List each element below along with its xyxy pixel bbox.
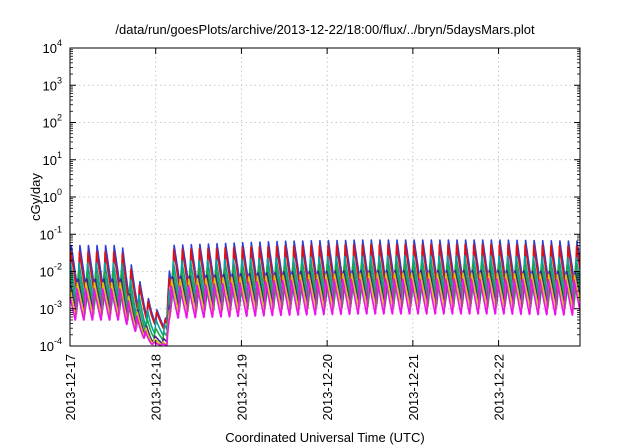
y-tick-label: 10-2 <box>40 262 62 280</box>
y-tick-labels: 10-4 10-3 10-2 10-1 100 101 102 103 104 <box>40 38 62 354</box>
y-tick-label: 103 <box>43 75 62 93</box>
x-tick-labels: 2013-12-17 2013-12-18 2013-12-19 2013-12-20… <box>63 354 507 421</box>
y-tick-label: 102 <box>43 113 62 131</box>
y-tick-label: 10-1 <box>40 224 62 242</box>
plot-frame <box>69 47 581 347</box>
y-tick-label: 101 <box>43 150 62 168</box>
x-tick-label: 2013-12-22 <box>492 354 507 421</box>
x-tick-label: 2013-12-20 <box>320 354 335 421</box>
x-tick-label: 2013-12-17 <box>63 354 78 421</box>
chart-title: /data/run/goesPlots/archive/2013-12-22/1… <box>115 22 535 37</box>
series-group <box>70 239 580 346</box>
y-tick-label: 10-4 <box>40 336 62 354</box>
y-tick-label: 100 <box>43 187 62 205</box>
y-tick-label: 104 <box>43 38 62 56</box>
axes <box>69 47 581 347</box>
x-axis-label: Coordinated Universal Time (UTC) <box>225 430 424 445</box>
grid <box>70 47 580 347</box>
x-tick-label: 2013-12-19 <box>234 354 249 421</box>
x-tick-label: 2013-12-21 <box>406 354 421 421</box>
y-tick-label: 10-3 <box>40 299 62 317</box>
x-tick-label: 2013-12-18 <box>149 354 164 421</box>
series-line-7 <box>70 278 580 346</box>
y-axis-label: cGy/day <box>28 173 43 221</box>
